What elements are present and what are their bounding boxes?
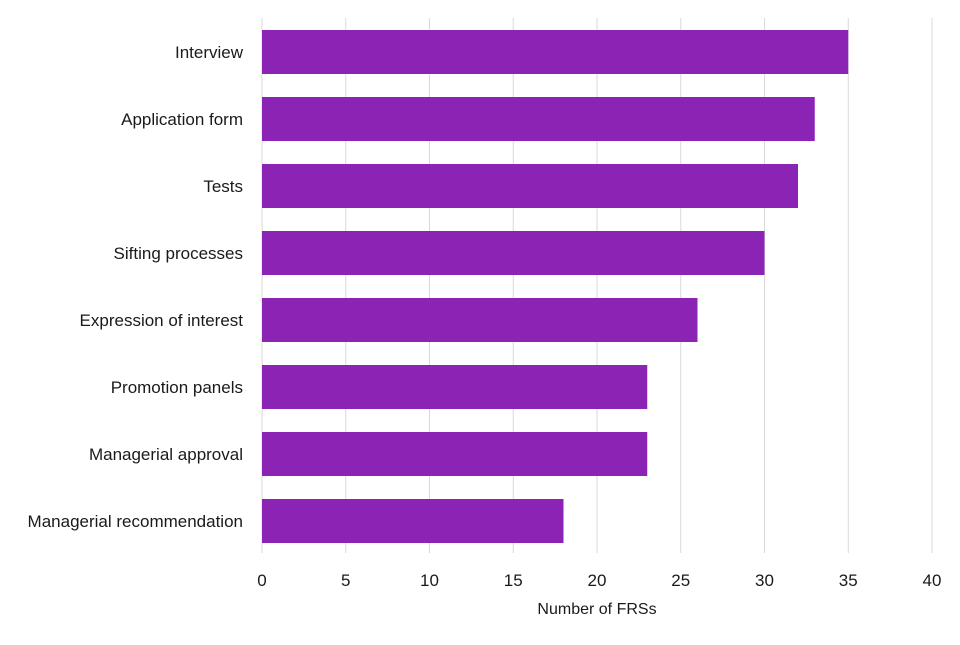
x-tick-label: 35 (839, 571, 858, 590)
bar-promotion-panels (262, 365, 648, 409)
category-labels: Interview Application form Tests Sifting pr… (28, 43, 244, 531)
x-tick-label: 40 (923, 571, 942, 590)
bar-tests (262, 164, 798, 208)
category-label: Promotion panels (111, 378, 243, 397)
category-label: Managerial recommendation (28, 512, 243, 531)
x-tick-label: 20 (588, 571, 607, 590)
x-tick-label: 30 (755, 571, 774, 590)
category-label: Application form (121, 110, 243, 129)
category-label: Expression of interest (80, 311, 244, 330)
bar-expression-of-interest (262, 298, 698, 342)
x-axis-title: Number of FRSs (537, 601, 656, 618)
x-tick-label: 15 (504, 571, 523, 590)
x-tick-label: 5 (341, 571, 350, 590)
bar-sifting-processes (262, 231, 765, 275)
x-tick-label: 25 (671, 571, 690, 590)
x-tick-label: 0 (257, 571, 266, 590)
bar-managerial-recommendation (262, 499, 564, 543)
bars (262, 30, 849, 543)
x-tick-labels: 0 5 10 15 20 25 30 35 40 (257, 571, 941, 590)
category-label: Sifting processes (114, 244, 243, 263)
category-label: Managerial approval (89, 445, 243, 464)
x-tick-label: 10 (420, 571, 439, 590)
bar-managerial-approval (262, 432, 648, 476)
bar-application-form (262, 97, 815, 141)
category-label: Interview (175, 43, 244, 62)
category-label: Tests (203, 177, 243, 196)
bar-interview (262, 30, 849, 74)
